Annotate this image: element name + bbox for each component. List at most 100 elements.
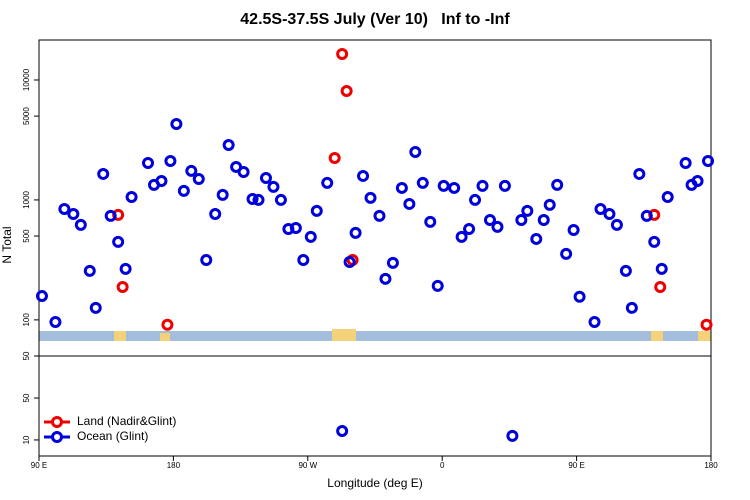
point	[416, 176, 429, 189]
point	[543, 198, 556, 211]
point	[246, 192, 259, 205]
point	[498, 179, 511, 192]
point	[379, 272, 392, 285]
point	[119, 262, 132, 275]
surface-band	[39, 329, 711, 341]
point	[661, 190, 674, 203]
y-tick-label: 500	[22, 229, 31, 243]
point	[702, 154, 715, 167]
x-tick-label: 0	[440, 461, 445, 470]
point	[185, 164, 198, 177]
point	[654, 281, 667, 294]
point	[125, 190, 138, 203]
y-tick-label: 100	[22, 313, 31, 327]
point	[640, 209, 653, 222]
point	[89, 301, 102, 314]
point	[112, 235, 125, 248]
point	[200, 253, 213, 266]
point	[409, 145, 422, 158]
y-axis-label: N Total	[0, 226, 14, 263]
point	[431, 279, 444, 292]
point	[164, 154, 177, 167]
point	[619, 264, 632, 277]
point	[357, 169, 370, 182]
point	[237, 165, 250, 178]
point	[437, 179, 450, 192]
point	[469, 193, 482, 206]
y-tick-label: 10	[22, 435, 31, 444]
point	[83, 264, 96, 277]
plot-frame	[38, 355, 712, 457]
point	[463, 222, 476, 235]
ocean-band	[39, 331, 711, 341]
point	[289, 221, 302, 234]
point	[403, 197, 416, 210]
land-patch	[651, 331, 663, 341]
y-tick-label: 1000	[22, 190, 31, 208]
point	[336, 47, 349, 60]
point	[603, 207, 616, 220]
point	[259, 171, 272, 184]
point	[506, 429, 519, 442]
point	[567, 223, 580, 236]
point	[192, 172, 205, 185]
point	[177, 184, 190, 197]
point	[373, 209, 386, 222]
chart-title: 42.5S-37.5S July (Ver 10) Inf to -Inf	[240, 11, 510, 28]
legend-marker	[51, 416, 63, 428]
x-tick-label: 180	[704, 461, 718, 470]
legend-marker	[51, 431, 63, 443]
point	[537, 213, 550, 226]
point	[142, 156, 155, 169]
point	[483, 213, 496, 226]
point	[252, 193, 265, 206]
point	[74, 218, 87, 231]
x-tick-label: 90 E	[31, 461, 47, 470]
point	[424, 215, 437, 228]
point	[104, 209, 117, 222]
point	[58, 202, 71, 215]
point	[700, 318, 713, 331]
point	[610, 218, 623, 231]
point	[521, 204, 534, 217]
point	[216, 188, 229, 201]
point	[209, 207, 222, 220]
point	[551, 178, 564, 191]
point	[448, 181, 461, 194]
point	[161, 318, 174, 331]
point	[679, 156, 692, 169]
point	[395, 181, 408, 194]
point	[491, 220, 504, 233]
point	[35, 290, 48, 303]
point	[648, 235, 661, 248]
point	[222, 138, 235, 151]
point	[97, 167, 110, 180]
legend-label: Ocean (Glint)	[77, 429, 148, 443]
point	[515, 213, 528, 226]
x-tick-label: 90 E	[568, 461, 584, 470]
point	[297, 253, 310, 266]
x-tick-label: 180	[167, 461, 181, 470]
y-tick-label: 5000	[22, 107, 31, 125]
y-tick-label: 50	[22, 351, 31, 360]
point	[304, 230, 317, 243]
x-tick-label: 90 W	[298, 461, 317, 470]
x-axis-label: Longitude (deg E)	[327, 476, 422, 490]
point	[364, 191, 377, 204]
land-patch	[332, 329, 356, 341]
point	[267, 180, 280, 193]
y-tick-label: 10000	[22, 68, 31, 91]
point	[386, 256, 399, 269]
point	[310, 204, 323, 217]
point	[116, 281, 129, 294]
point	[530, 232, 543, 245]
point	[170, 117, 183, 130]
point	[274, 193, 287, 206]
land-patch	[160, 333, 170, 341]
point	[691, 174, 704, 187]
point	[49, 316, 62, 329]
point	[560, 247, 573, 260]
point	[588, 316, 601, 329]
point	[343, 255, 356, 268]
point	[155, 174, 168, 187]
